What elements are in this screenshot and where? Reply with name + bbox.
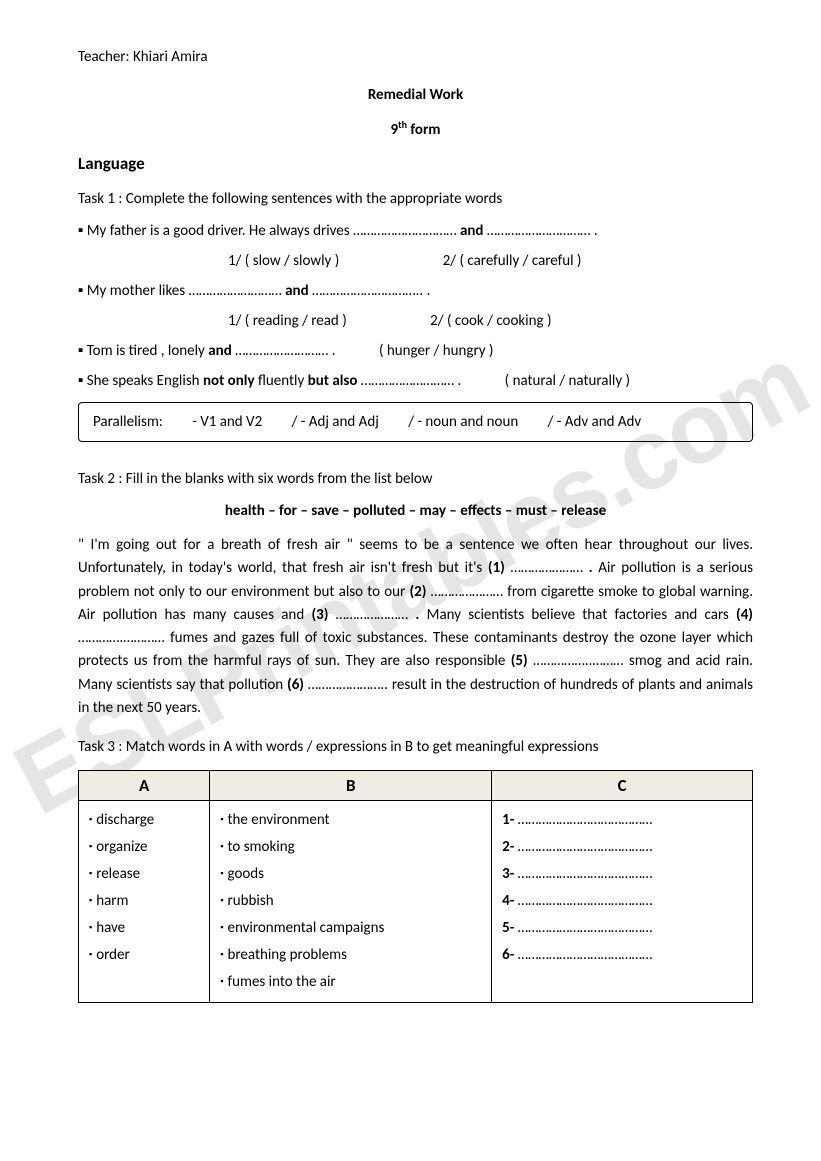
- teacher-line: Teacher: Khiari Amira: [78, 48, 753, 66]
- task1-s1: ▪ My father is a good driver. He always …: [78, 222, 753, 240]
- s1-opt1: 1/ ( slow / slowly ): [228, 252, 339, 270]
- s2-end: ………………………….. .: [309, 282, 431, 300]
- list-item: ▪fumes into the air: [220, 969, 481, 996]
- table-row: ▪discharge▪organize▪release▪harm▪have▪or…: [79, 801, 753, 1003]
- s4-b: not only: [203, 372, 255, 390]
- list-item: ▪rubbish: [220, 888, 481, 915]
- rule-4: / - Adv and Adv: [548, 413, 642, 431]
- ordinal-suffix: th: [398, 118, 407, 131]
- task2-heading: Task 2 : Fill in the blanks with six wor…: [78, 470, 753, 488]
- s2-opt1: 1/ ( reading / read ): [228, 312, 347, 330]
- s3-and: and: [208, 342, 232, 360]
- task1-s2: ▪ My mother likes ……………………… and ………………………: [78, 282, 753, 300]
- list-item: ▪to smoking: [220, 834, 481, 861]
- list-item: ▪the environment: [220, 807, 481, 834]
- task1-s1-opts: 1/ ( slow / slowly ) 2/ ( carefully / ca…: [78, 252, 753, 270]
- t2-p2: …………………: [505, 559, 589, 577]
- header-c: C: [492, 771, 753, 801]
- s1-end: ………………………… .: [483, 222, 597, 240]
- s1-and: and: [460, 222, 484, 240]
- page-content: Teacher: Khiari Amira Remedial Work 9th …: [0, 0, 821, 1043]
- t2-b3: (3): [311, 606, 328, 624]
- rule-2: / - Adj and Adj: [292, 413, 379, 431]
- answer-line: 2- …………………………………: [502, 834, 742, 861]
- col-b-cell: ▪the environment▪to smoking▪goods▪rubbis…: [210, 801, 492, 1003]
- task2-wordlist: health – for – save – polluted – may – e…: [78, 502, 753, 520]
- col-c-cell: 1- …………………………………2- …………………………………3- ………………: [492, 801, 753, 1003]
- s2-opt2: 2/ ( cook / cooking ): [430, 312, 551, 330]
- form-number: 9: [391, 121, 399, 139]
- t2-b2: (2): [409, 583, 426, 601]
- answer-line: 5- …………………………………: [502, 915, 742, 942]
- t2-p5: …………………: [328, 606, 415, 624]
- list-item: ▪organize: [89, 834, 199, 861]
- list-item: ▪harm: [89, 888, 199, 915]
- doc-title: Remedial Work: [78, 86, 753, 104]
- table-header-row: A B C: [79, 771, 753, 801]
- t2-b1: (1): [488, 559, 505, 577]
- s4-e: ……………………… .: [357, 372, 461, 390]
- t2-b6: (6): [287, 676, 304, 694]
- s4-d: but also: [308, 372, 358, 390]
- task1-s4: ▪ She speaks English not only fluently b…: [78, 372, 753, 390]
- task3-heading: Task 3 : Match words in A with words / e…: [78, 738, 753, 756]
- section-language: Language: [78, 153, 753, 174]
- s1-text: ▪ My father is a good driver. He always …: [78, 222, 460, 240]
- s4-opt: ( natural / naturally ): [505, 372, 630, 390]
- task1-s2-opts: 1/ ( reading / read ) 2/ ( cook / cookin…: [78, 312, 753, 330]
- task1-s3: ▪ Tom is tired , lonely and ……………………… . …: [78, 342, 753, 360]
- rule-3: / - noun and noun: [408, 413, 518, 431]
- header-b: B: [210, 771, 492, 801]
- s1-opt2: 2/ ( carefully / careful ): [443, 252, 582, 270]
- parallelism-box: Parallelism: - V1 and V2 / - Adj and Adj…: [78, 402, 753, 442]
- list-item: ▪environmental campaigns: [220, 915, 481, 942]
- list-item: ▪have: [89, 915, 199, 942]
- header-a: A: [79, 771, 210, 801]
- s3-text: ▪ Tom is tired , lonely: [78, 342, 208, 360]
- s2-text: ▪ My mother likes ………………………: [78, 282, 285, 300]
- list-item: ▪breathing problems: [220, 942, 481, 969]
- list-item: ▪order: [89, 942, 199, 969]
- task2-paragraph: " I'm going out for a breath of fresh ai…: [78, 534, 753, 720]
- answer-line: 4- …………………………………: [502, 888, 742, 915]
- list-item: ▪discharge: [89, 807, 199, 834]
- task1-heading: Task 1 : Complete the following sentence…: [78, 190, 753, 208]
- answer-line: 1- …………………………………: [502, 807, 742, 834]
- form-line: 9th form: [78, 118, 753, 139]
- answer-line: 3- …………………………………: [502, 861, 742, 888]
- col-a-cell: ▪discharge▪organize▪release▪harm▪have▪or…: [79, 801, 210, 1003]
- t2-b5: (5): [511, 652, 528, 670]
- s2-and: and: [285, 282, 309, 300]
- s4-c: fluently: [255, 372, 308, 390]
- list-item: ▪release: [89, 861, 199, 888]
- s3-end: ……………………… .: [232, 342, 336, 360]
- match-table: A B C ▪discharge▪organize▪release▪harm▪h…: [78, 770, 753, 1003]
- s3-opt: ( hunger / hungry ): [379, 342, 494, 360]
- s4-a: ▪ She speaks English: [78, 372, 203, 390]
- t2-p6: Many scientists believe that factories a…: [419, 606, 736, 624]
- list-item: ▪goods: [220, 861, 481, 888]
- rule-1: - V1 and V2: [192, 413, 262, 431]
- t2-b4: (4): [736, 606, 753, 624]
- rule-label: Parallelism:: [93, 413, 163, 431]
- answer-line: 6- …………………………………: [502, 942, 742, 969]
- form-word: form: [407, 121, 441, 139]
